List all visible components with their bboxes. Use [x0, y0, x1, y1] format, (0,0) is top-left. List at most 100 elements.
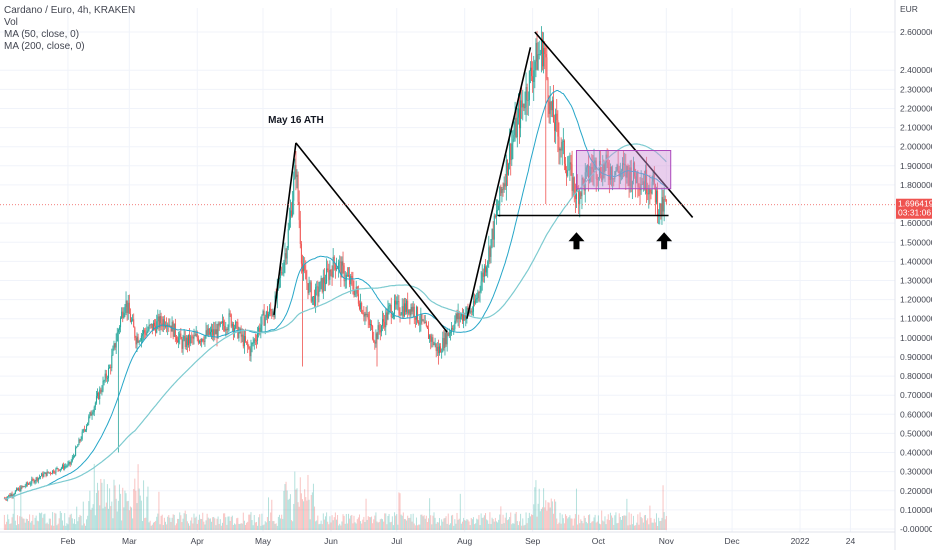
volume-bar — [421, 514, 423, 530]
candle — [612, 165, 614, 191]
candle-body — [400, 314, 402, 316]
candle-body — [37, 477, 39, 481]
volume-bar — [253, 515, 255, 530]
candle — [122, 307, 124, 323]
candle-body — [79, 439, 81, 441]
annotation-text[interactable]: May 16 ATH — [268, 115, 324, 126]
candle-body — [121, 311, 123, 319]
candle-body — [641, 184, 643, 185]
volume-bar — [17, 515, 19, 530]
candle-body — [78, 439, 80, 446]
candle — [554, 114, 556, 143]
volume-bar — [160, 515, 162, 530]
volume-bar — [583, 515, 585, 530]
candle-body — [23, 486, 25, 487]
volume-bar — [100, 478, 102, 530]
candle — [23, 485, 25, 487]
volume-bar — [259, 514, 261, 530]
volume-bar — [188, 523, 190, 530]
candle — [326, 258, 328, 285]
candle-body — [113, 343, 115, 349]
candle — [626, 165, 628, 184]
volume-bar — [182, 518, 184, 530]
candle-body — [303, 265, 305, 272]
trendline[interactable] — [273, 142, 297, 316]
candle — [380, 324, 382, 337]
candle-body — [440, 346, 442, 353]
candle-body — [364, 313, 366, 317]
volume-bar — [180, 515, 182, 530]
volume-bar — [357, 517, 359, 530]
candle — [270, 302, 272, 317]
volume-bar — [408, 517, 410, 530]
y-tick-label: 2.000000 — [900, 142, 932, 152]
candle — [373, 331, 375, 343]
volume-bar — [34, 517, 36, 530]
candle — [331, 265, 333, 286]
candle-body — [25, 482, 27, 487]
x-tick-label: Mar — [122, 536, 137, 546]
arrow-up-icon[interactable] — [568, 232, 585, 250]
volume-bar — [438, 517, 440, 530]
volume-bar — [149, 520, 151, 530]
volume-bar — [29, 514, 31, 530]
candle — [271, 309, 273, 319]
candle-body — [30, 483, 32, 485]
volume-bar — [624, 515, 626, 530]
candle — [649, 174, 651, 205]
volume-bar — [250, 512, 252, 530]
arrow-up-icon[interactable] — [656, 232, 673, 250]
y-tick-label: 2.200000 — [900, 103, 932, 113]
candle-body — [126, 300, 128, 313]
y-tick-label: 1.400000 — [900, 256, 932, 266]
trendline[interactable] — [534, 31, 694, 218]
volume-bar — [420, 514, 422, 530]
y-tick-label: 1.300000 — [900, 276, 932, 286]
candle-body — [118, 327, 120, 330]
volume-bar — [537, 503, 539, 530]
x-tick-label: Dec — [725, 536, 741, 546]
candle-body — [143, 330, 145, 335]
candle-body — [635, 176, 637, 184]
candle — [292, 191, 294, 218]
volume-bar — [623, 515, 625, 530]
volume-bar — [276, 525, 278, 530]
range-box[interactable] — [575, 150, 672, 190]
candle — [627, 163, 629, 187]
candle — [205, 322, 207, 339]
volume-bar — [371, 516, 373, 530]
candle-body — [626, 165, 628, 178]
volume-bar — [64, 513, 66, 530]
volume-bar — [322, 513, 324, 530]
candle — [192, 334, 194, 346]
trendline[interactable] — [295, 142, 448, 333]
candle — [323, 268, 325, 292]
volume-bar — [488, 523, 490, 530]
candle — [17, 487, 19, 491]
candle-body — [358, 303, 360, 310]
candle-body — [103, 380, 105, 382]
candle-body — [102, 380, 104, 391]
candle-body — [250, 345, 252, 357]
candle — [478, 290, 480, 302]
volume-bar — [469, 525, 471, 530]
candle — [251, 342, 253, 353]
volume-bar — [232, 524, 234, 530]
volume-bar — [45, 523, 47, 530]
volume-bar — [396, 514, 398, 530]
candle-body — [221, 321, 223, 324]
candle — [615, 166, 617, 176]
trendline[interactable] — [466, 47, 532, 319]
candle-body — [208, 328, 210, 335]
volume-bar — [18, 524, 20, 530]
volume-bar — [385, 513, 387, 530]
x-tick-label: Oct — [592, 536, 606, 546]
volume-bar — [540, 508, 542, 530]
candle — [218, 321, 220, 332]
candle-body — [45, 472, 47, 476]
candle — [220, 321, 222, 325]
volume-bar — [619, 517, 621, 530]
candle-body — [649, 188, 651, 193]
